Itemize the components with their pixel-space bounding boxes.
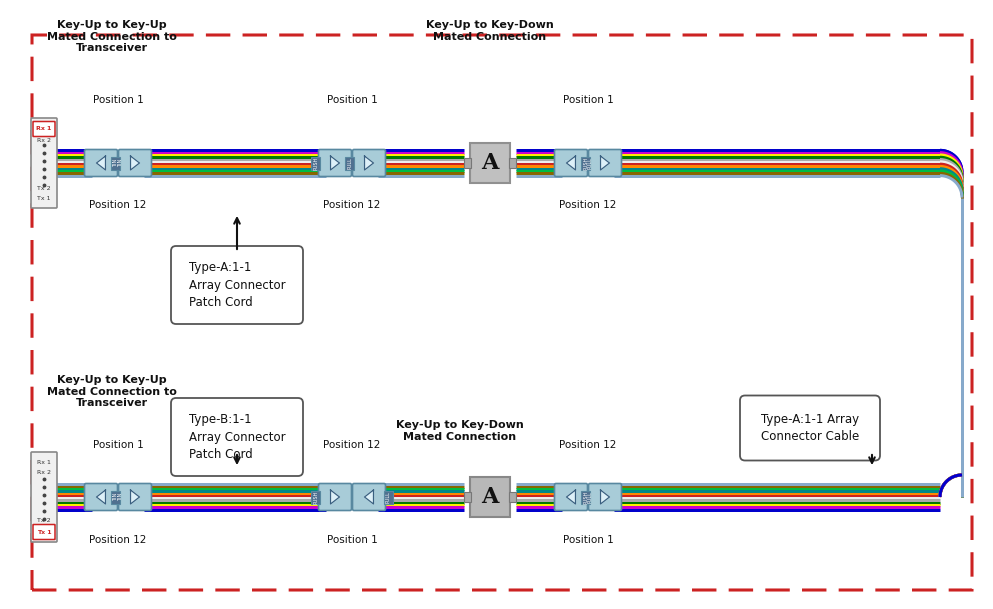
FancyBboxPatch shape xyxy=(118,149,152,177)
FancyBboxPatch shape xyxy=(319,149,352,177)
FancyBboxPatch shape xyxy=(33,524,55,540)
FancyBboxPatch shape xyxy=(31,452,57,542)
Bar xyxy=(586,490,595,504)
Polygon shape xyxy=(601,490,610,504)
Text: Position 1: Position 1 xyxy=(92,95,143,105)
Text: Key-Up to Key-Up
Mated Connection to
Transceiver: Key-Up to Key-Up Mated Connection to Tra… xyxy=(47,375,177,408)
FancyBboxPatch shape xyxy=(554,484,588,510)
FancyBboxPatch shape xyxy=(589,484,622,510)
Bar xyxy=(111,157,120,169)
Text: PULL: PULL xyxy=(588,157,593,169)
Text: PULL: PULL xyxy=(588,491,593,503)
Bar xyxy=(586,157,595,169)
Text: Position 12: Position 12 xyxy=(559,440,617,450)
Text: Position 1: Position 1 xyxy=(327,95,377,105)
FancyBboxPatch shape xyxy=(84,484,117,510)
Text: TIN: TIN xyxy=(118,159,123,167)
Polygon shape xyxy=(566,156,576,170)
Text: A: A xyxy=(482,152,498,174)
Text: Position 1: Position 1 xyxy=(327,535,377,545)
FancyBboxPatch shape xyxy=(740,395,880,460)
Text: PUSH: PUSH xyxy=(583,157,588,170)
FancyBboxPatch shape xyxy=(589,149,622,177)
Text: PULL: PULL xyxy=(347,157,352,169)
Polygon shape xyxy=(331,156,340,170)
Polygon shape xyxy=(96,490,105,504)
Text: Key-Up to Key-Down
Mated Connection: Key-Up to Key-Down Mated Connection xyxy=(426,20,554,41)
Text: TIN: TIN xyxy=(113,159,118,167)
Polygon shape xyxy=(96,156,105,170)
Polygon shape xyxy=(130,490,139,504)
FancyBboxPatch shape xyxy=(33,122,55,136)
FancyBboxPatch shape xyxy=(171,398,303,476)
Bar xyxy=(509,492,516,502)
FancyBboxPatch shape xyxy=(554,149,588,177)
FancyBboxPatch shape xyxy=(353,484,385,510)
FancyBboxPatch shape xyxy=(353,149,385,177)
FancyBboxPatch shape xyxy=(84,149,117,177)
Text: TIN: TIN xyxy=(113,493,118,501)
Text: Rx 1: Rx 1 xyxy=(37,460,51,465)
FancyBboxPatch shape xyxy=(470,143,510,183)
Text: Tx 1: Tx 1 xyxy=(38,195,51,200)
Bar xyxy=(509,158,516,168)
Bar xyxy=(384,490,393,504)
Text: Position 12: Position 12 xyxy=(324,200,380,210)
Text: Position 1: Position 1 xyxy=(563,95,614,105)
Text: Position 12: Position 12 xyxy=(89,200,147,210)
Text: Position 12: Position 12 xyxy=(89,535,147,545)
Bar xyxy=(464,492,471,502)
Text: Tx 2: Tx 2 xyxy=(37,186,51,191)
FancyBboxPatch shape xyxy=(470,477,510,517)
Text: PUSH: PUSH xyxy=(313,490,318,504)
Text: PUSH: PUSH xyxy=(583,490,588,504)
Bar xyxy=(116,490,125,504)
Bar xyxy=(581,490,590,504)
Text: Position 12: Position 12 xyxy=(324,440,380,450)
Polygon shape xyxy=(601,156,610,170)
Text: Tx 2: Tx 2 xyxy=(37,518,51,524)
FancyBboxPatch shape xyxy=(118,484,152,510)
Text: PUSH: PUSH xyxy=(313,157,318,170)
Text: Type-B:1-1
Array Connector
Patch Cord: Type-B:1-1 Array Connector Patch Cord xyxy=(189,412,285,462)
Bar xyxy=(111,490,120,504)
Bar xyxy=(311,157,320,169)
Text: Position 12: Position 12 xyxy=(559,200,617,210)
Bar xyxy=(464,158,471,168)
Text: Type-A:1-1 Array
Connector Cable: Type-A:1-1 Array Connector Cable xyxy=(761,412,859,443)
Polygon shape xyxy=(364,156,373,170)
FancyBboxPatch shape xyxy=(171,246,303,324)
Text: Position 1: Position 1 xyxy=(92,440,143,450)
Bar xyxy=(345,157,354,169)
Text: Type-A:1-1
Array Connector
Patch Cord: Type-A:1-1 Array Connector Patch Cord xyxy=(189,261,285,309)
Text: PULL: PULL xyxy=(386,491,391,503)
Bar xyxy=(116,157,125,169)
Bar xyxy=(581,157,590,169)
Bar xyxy=(311,490,320,504)
Text: Rx 2: Rx 2 xyxy=(37,471,51,476)
Polygon shape xyxy=(364,490,373,504)
Polygon shape xyxy=(331,490,340,504)
Text: Tx 1: Tx 1 xyxy=(37,529,52,535)
Polygon shape xyxy=(130,156,139,170)
Text: TIN: TIN xyxy=(118,493,123,501)
Text: Position 1: Position 1 xyxy=(563,535,614,545)
FancyBboxPatch shape xyxy=(31,118,57,208)
Text: Key-Up to Key-Down
Mated Connection: Key-Up to Key-Down Mated Connection xyxy=(396,420,524,442)
Polygon shape xyxy=(566,490,576,504)
Text: Rx 2: Rx 2 xyxy=(37,138,51,144)
Text: Rx 1: Rx 1 xyxy=(37,127,52,132)
Text: Key-Up to Key-Up
Mated Connection to
Transceiver: Key-Up to Key-Up Mated Connection to Tra… xyxy=(47,20,177,53)
FancyBboxPatch shape xyxy=(319,484,352,510)
Text: A: A xyxy=(482,486,498,508)
